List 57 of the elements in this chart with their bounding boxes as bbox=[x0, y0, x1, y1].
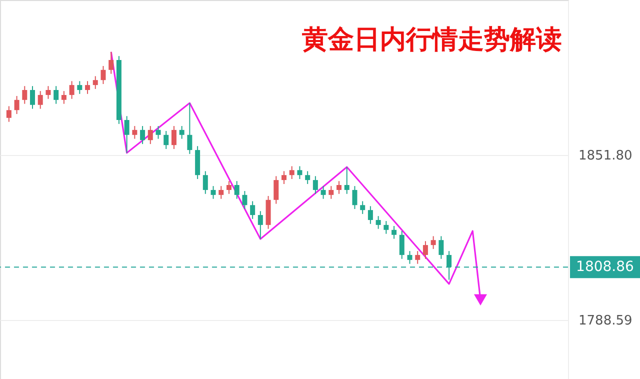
candlestick bbox=[54, 86, 59, 104]
candlestick bbox=[360, 200, 366, 214]
candlestick bbox=[6, 106, 12, 122]
candlestick bbox=[352, 186, 358, 210]
candlestick bbox=[22, 86, 28, 104]
candlestick bbox=[422, 240, 428, 260]
candlestick bbox=[132, 126, 138, 140]
candlestick bbox=[30, 86, 36, 110]
candlestick bbox=[108, 51, 114, 74]
candlestick bbox=[92, 76, 98, 90]
y-tick-label: 1851.80 bbox=[578, 148, 632, 164]
ref-line-label: 1808.86 bbox=[576, 259, 634, 276]
candlestick bbox=[77, 80, 82, 94]
candlestick bbox=[399, 230, 404, 260]
candlestick bbox=[124, 116, 130, 154]
candlestick bbox=[376, 216, 381, 230]
candlestick bbox=[242, 190, 248, 210]
candlestick bbox=[344, 166, 350, 194]
candlestick bbox=[202, 170, 208, 194]
candlestick bbox=[336, 180, 342, 194]
y-tick-label: 1788.59 bbox=[578, 313, 632, 328]
candlestick bbox=[320, 186, 326, 200]
candlestick bbox=[46, 86, 51, 100]
candlestick bbox=[61, 90, 66, 104]
candlestick bbox=[392, 225, 397, 240]
candlestick bbox=[297, 166, 302, 180]
candlestick bbox=[14, 96, 20, 115]
candlestick bbox=[289, 166, 294, 180]
candlestick bbox=[148, 126, 153, 145]
candlestick bbox=[282, 170, 286, 184]
candlestick bbox=[438, 236, 444, 260]
candlestick bbox=[85, 80, 90, 94]
candlestick bbox=[100, 65, 106, 84]
candlestick bbox=[187, 102, 192, 154]
candlestick bbox=[274, 176, 279, 204]
candlestick bbox=[384, 220, 389, 234]
candlestick bbox=[328, 186, 334, 200]
candlestick bbox=[258, 210, 263, 240]
candlestick bbox=[226, 180, 232, 194]
candlestick bbox=[312, 176, 318, 194]
candlestick bbox=[368, 206, 373, 224]
candlestick bbox=[164, 130, 169, 150]
candlestick bbox=[210, 186, 216, 200]
candlestick bbox=[305, 170, 310, 184]
candlestick bbox=[179, 126, 184, 140]
candlestick bbox=[218, 186, 224, 200]
candlestick bbox=[430, 236, 436, 250]
candlestick bbox=[38, 90, 43, 110]
text: 黄金日内行情走势解读 bbox=[301, 25, 562, 55]
candlestick bbox=[171, 126, 176, 150]
candlestick bbox=[140, 126, 146, 145]
candlestick bbox=[250, 200, 256, 220]
candlestick bbox=[69, 80, 74, 100]
candlestick bbox=[407, 250, 412, 264]
candlestick bbox=[156, 126, 161, 140]
candlestick bbox=[415, 250, 420, 264]
candlestick bbox=[234, 180, 240, 200]
